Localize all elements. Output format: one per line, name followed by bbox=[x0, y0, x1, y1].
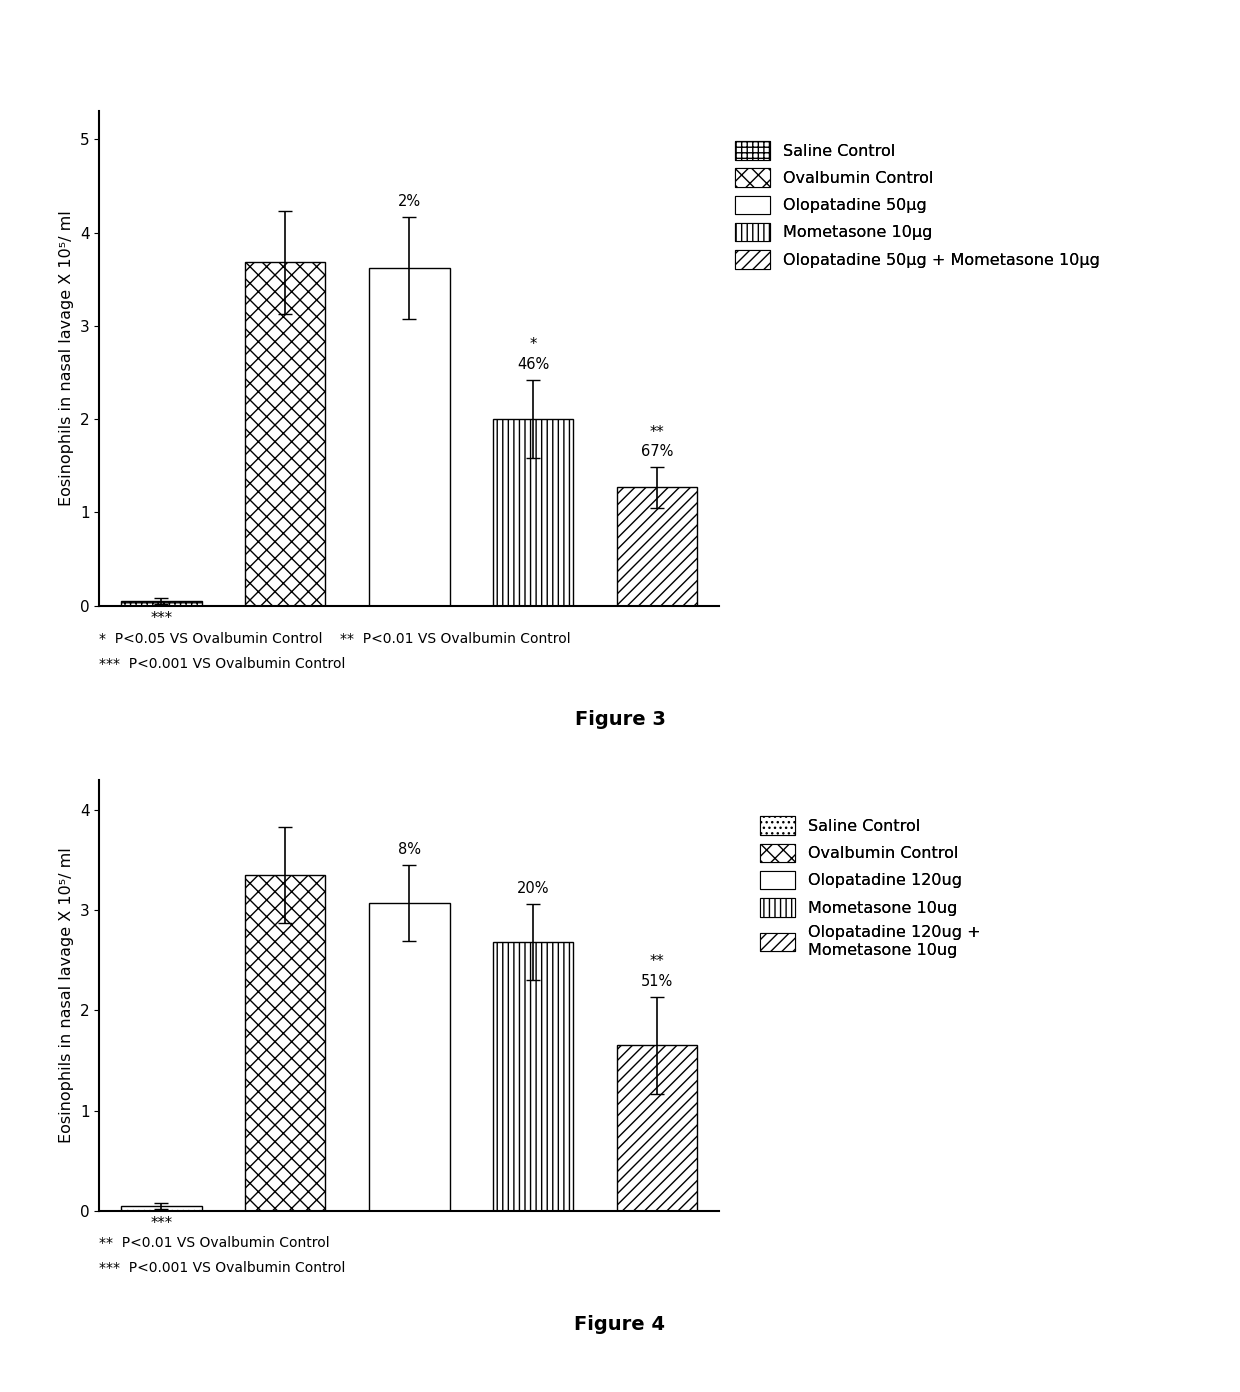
Text: 51%: 51% bbox=[641, 974, 673, 990]
Y-axis label: Eosinophils in nasal lavage X 10⁵/ ml: Eosinophils in nasal lavage X 10⁵/ ml bbox=[60, 210, 74, 507]
Text: Figure 3: Figure 3 bbox=[574, 710, 666, 729]
Text: ***: *** bbox=[150, 611, 172, 626]
Text: Figure 4: Figure 4 bbox=[574, 1315, 666, 1335]
Bar bbox=[492, 942, 573, 1211]
Bar bbox=[244, 263, 325, 606]
Text: 8%: 8% bbox=[398, 842, 420, 857]
Bar bbox=[244, 874, 325, 1211]
Text: 67%: 67% bbox=[641, 444, 673, 459]
Bar bbox=[616, 1045, 697, 1211]
Text: **  P<0.01 VS Ovalbumin Control: ** P<0.01 VS Ovalbumin Control bbox=[99, 1236, 330, 1250]
Bar bbox=[370, 269, 449, 606]
Text: *: * bbox=[529, 337, 537, 352]
Y-axis label: Eosinophils in nasal lavage X 10⁵/ ml: Eosinophils in nasal lavage X 10⁵/ ml bbox=[60, 848, 74, 1143]
Bar bbox=[120, 1205, 201, 1211]
Text: 20%: 20% bbox=[517, 881, 549, 896]
Text: **: ** bbox=[650, 426, 665, 440]
Legend: Saline Control, Ovalbumin Control, Olopatadine 50μg, Mometasone 10μg, Olopatadin: Saline Control, Ovalbumin Control, Olopa… bbox=[727, 134, 1109, 277]
Text: **: ** bbox=[650, 954, 665, 969]
Text: ***  P<0.001 VS Ovalbumin Control: *** P<0.001 VS Ovalbumin Control bbox=[99, 1261, 346, 1275]
Bar bbox=[120, 601, 201, 606]
Text: 2%: 2% bbox=[398, 195, 420, 209]
Bar bbox=[492, 419, 573, 606]
Legend: Saline Control, Ovalbumin Control, Olopatadine 120ug, Mometasone 10ug, Olopatadi: Saline Control, Ovalbumin Control, Olopa… bbox=[751, 809, 988, 966]
Text: ***  P<0.001 VS Ovalbumin Control: *** P<0.001 VS Ovalbumin Control bbox=[99, 657, 346, 671]
Text: ***: *** bbox=[150, 1217, 172, 1231]
Text: 46%: 46% bbox=[517, 358, 549, 373]
Bar bbox=[616, 487, 697, 606]
Text: *  P<0.05 VS Ovalbumin Control    **  P<0.01 VS Ovalbumin Control: * P<0.05 VS Ovalbumin Control ** P<0.01 … bbox=[99, 632, 570, 646]
Bar bbox=[370, 903, 449, 1211]
